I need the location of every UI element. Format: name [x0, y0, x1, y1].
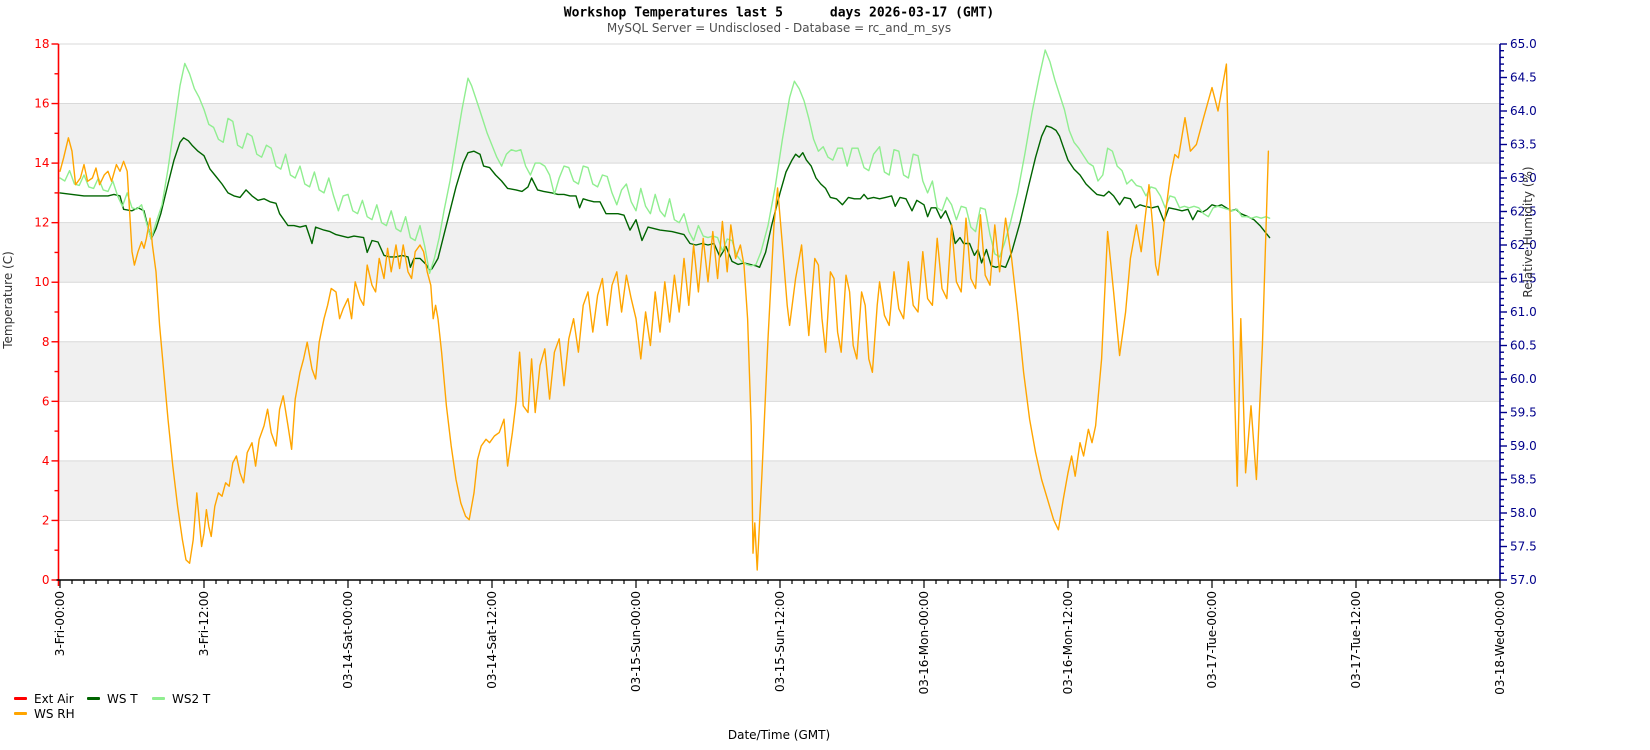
y-axis-left-title: Temperature (C) — [1, 251, 15, 349]
y-left-tick-label: 14 — [34, 156, 49, 170]
y-right-tick-label: 59.5 — [1510, 406, 1537, 420]
y-right-tick-label: 62.5 — [1510, 205, 1537, 219]
series-line-ws-t — [59, 125, 1271, 271]
series-line-ws-rh — [59, 63, 1270, 571]
legend-label-ws-rh: WS RH — [34, 706, 75, 721]
x-tick-label: 03-16-Mon-00:00 — [917, 591, 931, 694]
y-left-tick-label: 6 — [42, 394, 50, 408]
chart-subtitle: MySQL Server = Undisclosed - Database = … — [606, 21, 952, 35]
plot-band — [58, 460, 1500, 521]
y-right-tick-label: 57.0 — [1510, 573, 1537, 587]
y-left-tick-label: 10 — [34, 275, 49, 289]
series-line-ws2-t — [59, 49, 1271, 274]
plot-band — [58, 341, 1500, 402]
legend-item-ws2-t: WS2 T — [152, 691, 210, 706]
y-right-tick-label: 64.0 — [1510, 104, 1537, 118]
y-right-tick-label: 65.0 — [1510, 37, 1537, 51]
y-right-tick-label: 60.5 — [1510, 339, 1537, 353]
y-left-tick-label: 12 — [34, 216, 49, 230]
x-axis-title: Date/Time (GMT) — [727, 728, 831, 742]
y-right-tick-label: 61.5 — [1510, 272, 1537, 286]
y-right-tick-label: 61.0 — [1510, 305, 1537, 319]
chart-title: Workshop Temperatures last 5 days 2026-0… — [563, 5, 995, 21]
x-tick-label: 03-14-Sat-12:00 — [485, 591, 499, 689]
legend-swatch-ws-rh — [14, 712, 27, 715]
y-right-tick-label: 64.5 — [1510, 71, 1537, 85]
y-right-tick-label: 57.5 — [1510, 540, 1537, 554]
x-tick-label: 03-17-Tue-00:00 — [1205, 591, 1219, 689]
legend-item-ws-t: WS T — [87, 691, 138, 706]
x-tick-label: 03-15-Sun-00:00 — [629, 591, 643, 692]
y-right-tick-label: 59.0 — [1510, 439, 1537, 453]
legend-swatch-ext-air — [14, 697, 27, 700]
y-left-tick-label: 2 — [42, 513, 50, 527]
y-left-tick-label: 8 — [42, 335, 50, 349]
legend-label-ws2-t: WS2 T — [172, 691, 211, 706]
x-tick-label: 03-17-Tue-12:00 — [1349, 591, 1363, 689]
legend-swatch-ws2-t — [152, 697, 165, 700]
y-right-tick-label: 60.0 — [1510, 372, 1537, 386]
x-tick-label: 3-Fri-00:00 — [53, 591, 67, 656]
y-right-tick-label: 58.5 — [1510, 473, 1537, 487]
x-tick-label: 3-Fri-12:00 — [197, 591, 211, 656]
y-left-tick-label: 18 — [34, 37, 49, 51]
y-right-tick-label: 63.5 — [1510, 138, 1537, 152]
legend: Ext Air WS T WS2 T WS RH — [0, 689, 300, 729]
legend-item-ext-air: Ext Air — [14, 691, 74, 706]
y-left-tick-label: 16 — [34, 97, 49, 111]
x-tick-label: 03-18-Wed-00:00 — [1493, 591, 1507, 695]
legend-item-ws-rh: WS RH — [14, 706, 75, 721]
legend-label-ext-air: Ext Air — [34, 691, 74, 706]
y-right-tick-label: 63.0 — [1510, 171, 1537, 185]
y-right-tick-label: 62.0 — [1510, 238, 1537, 252]
y-axis-right-title: Relative Humidity (%) — [1521, 166, 1535, 298]
legend-label-ws-t: WS T — [107, 691, 138, 706]
x-tick-label: 03-14-Sat-00:00 — [341, 591, 355, 689]
x-tick-label: 03-15-Sun-12:00 — [773, 591, 787, 692]
plot-band — [58, 222, 1500, 283]
y-right-tick-label: 58.0 — [1510, 506, 1537, 520]
legend-swatch-ws-t — [87, 697, 100, 700]
plot-band — [58, 103, 1500, 164]
x-tick-label: 03-16-Mon-12:00 — [1061, 591, 1075, 694]
y-left-tick-label: 4 — [42, 454, 50, 468]
y-left-tick-label: 0 — [42, 573, 50, 587]
